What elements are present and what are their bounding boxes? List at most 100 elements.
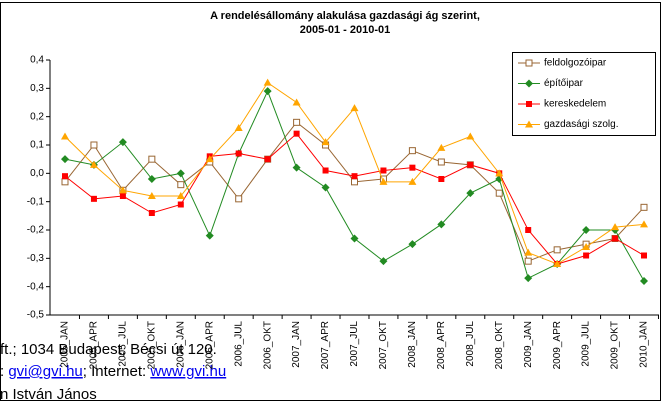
- data-point: [235, 195, 243, 203]
- data-point: [525, 227, 532, 233]
- data-point: [321, 183, 330, 192]
- data-point: [467, 161, 474, 168]
- legend-marker: [526, 101, 532, 107]
- data-point: [176, 169, 185, 178]
- data-point: [147, 175, 156, 183]
- data-point: [205, 155, 214, 163]
- data-point: [408, 147, 416, 155]
- legend-label: feldolgozóipar: [544, 58, 607, 69]
- x-tick-label: 2006_JAN: [175, 321, 186, 368]
- footer-line: : gvi@gvi.hu; Internet: www.gvi.hu: [0, 363, 226, 380]
- legend-label: kereskedelem: [544, 99, 606, 110]
- x-tick-label: 2005_JUL: [118, 321, 129, 367]
- x-tick-label: 2009_APR: [552, 321, 563, 369]
- y-tick-label: 0,4: [30, 55, 44, 66]
- x-tick-label: 2007_OKT: [378, 321, 389, 369]
- legend-label: építőipar: [544, 78, 584, 89]
- data-point: [292, 163, 301, 172]
- data-point: [495, 189, 503, 197]
- y-tick-label: 0,0: [30, 168, 44, 179]
- chart-title: A rendelésállomány alakulása gazdasági á…: [210, 10, 480, 22]
- x-tick-label: 2010_JAN: [639, 321, 650, 368]
- data-point: [466, 189, 475, 198]
- data-point: [118, 186, 127, 194]
- x-tick-label: 2008_APR: [436, 321, 447, 369]
- x-tick-label: 2005_APR: [89, 321, 100, 369]
- y-tick-label: 0,1: [30, 140, 44, 151]
- data-point: [612, 235, 619, 242]
- data-point: [264, 156, 271, 163]
- data-point: [235, 150, 242, 157]
- data-point: [408, 240, 417, 249]
- data-point: [379, 177, 388, 185]
- y-tick-label: -0,1: [27, 196, 45, 207]
- data-point: [263, 78, 272, 86]
- legend-box: [512, 52, 656, 136]
- footer-line: n István János: [0, 386, 97, 403]
- data-point: [350, 104, 359, 112]
- data-point: [437, 220, 446, 229]
- data-point: [524, 248, 533, 256]
- data-point: [611, 223, 620, 231]
- footer-text: ; Internet:: [83, 363, 151, 380]
- data-point: [582, 226, 591, 234]
- x-tick-label: 2005_JAN: [60, 321, 71, 368]
- x-tick-label: 2008_OKT: [494, 321, 505, 369]
- data-point: [176, 192, 185, 199]
- data-point: [583, 252, 590, 259]
- data-point: [62, 173, 68, 180]
- data-point: [351, 173, 358, 180]
- legend-marker: [525, 59, 533, 67]
- data-point: [205, 231, 214, 240]
- legend-marker: [525, 120, 533, 128]
- footer: ft.; 1034 Budapest, Bécsi út 120.: gvi@g…: [0, 341, 226, 403]
- data-point: [351, 178, 358, 186]
- data-point: [641, 252, 647, 259]
- data-point: [524, 274, 533, 283]
- data-point: [495, 169, 504, 177]
- data-point: [119, 193, 126, 199]
- x-tick-label: 2006_OKT: [262, 321, 273, 369]
- data-point: [408, 177, 417, 185]
- x-tick-label: 2006_JUL: [233, 321, 244, 367]
- data-point: [177, 181, 185, 189]
- x-tick-label: 2009_OKT: [610, 321, 621, 369]
- x-tick-label: 2006_APR: [204, 321, 215, 369]
- data-point: [553, 260, 562, 267]
- data-point: [322, 167, 329, 174]
- data-point: [61, 155, 69, 164]
- data-point: [147, 192, 156, 199]
- data-point: [437, 143, 446, 151]
- data-point: [321, 138, 330, 146]
- x-tick-label: 2009_JAN: [523, 321, 534, 368]
- data-point: [524, 257, 532, 265]
- data-point: [177, 201, 184, 208]
- data-point: [61, 178, 69, 186]
- data-point: [293, 130, 300, 137]
- data-point: [61, 132, 69, 140]
- footer-link[interactable]: www.gvi.hu: [149, 363, 226, 380]
- x-tick-label: 2008_JAN: [407, 321, 418, 368]
- data-point: [350, 234, 359, 243]
- data-point: [118, 138, 127, 147]
- data-point: [466, 132, 475, 140]
- data-point: [148, 155, 156, 163]
- footer-link[interactable]: gvi@gvi.hu: [8, 363, 82, 380]
- y-tick-label: -0,5: [27, 310, 45, 321]
- data-point: [437, 158, 445, 166]
- x-tick-label: 2007_APR: [320, 321, 331, 369]
- y-tick-label: 0,3: [30, 83, 44, 94]
- data-point: [380, 167, 387, 174]
- data-point: [292, 98, 301, 106]
- y-tick-label: -0,4: [27, 281, 45, 292]
- data-point: [90, 141, 98, 149]
- data-point: [263, 87, 272, 96]
- x-tick-label: 2007_JUL: [349, 321, 360, 367]
- y-tick-label: 0,2: [30, 111, 44, 122]
- x-tick-label: 2007_JAN: [291, 321, 302, 368]
- x-tick-label: 2008_JUL: [465, 321, 476, 367]
- x-tick-label: 2005_OKT: [146, 321, 157, 369]
- data-point: [89, 160, 98, 168]
